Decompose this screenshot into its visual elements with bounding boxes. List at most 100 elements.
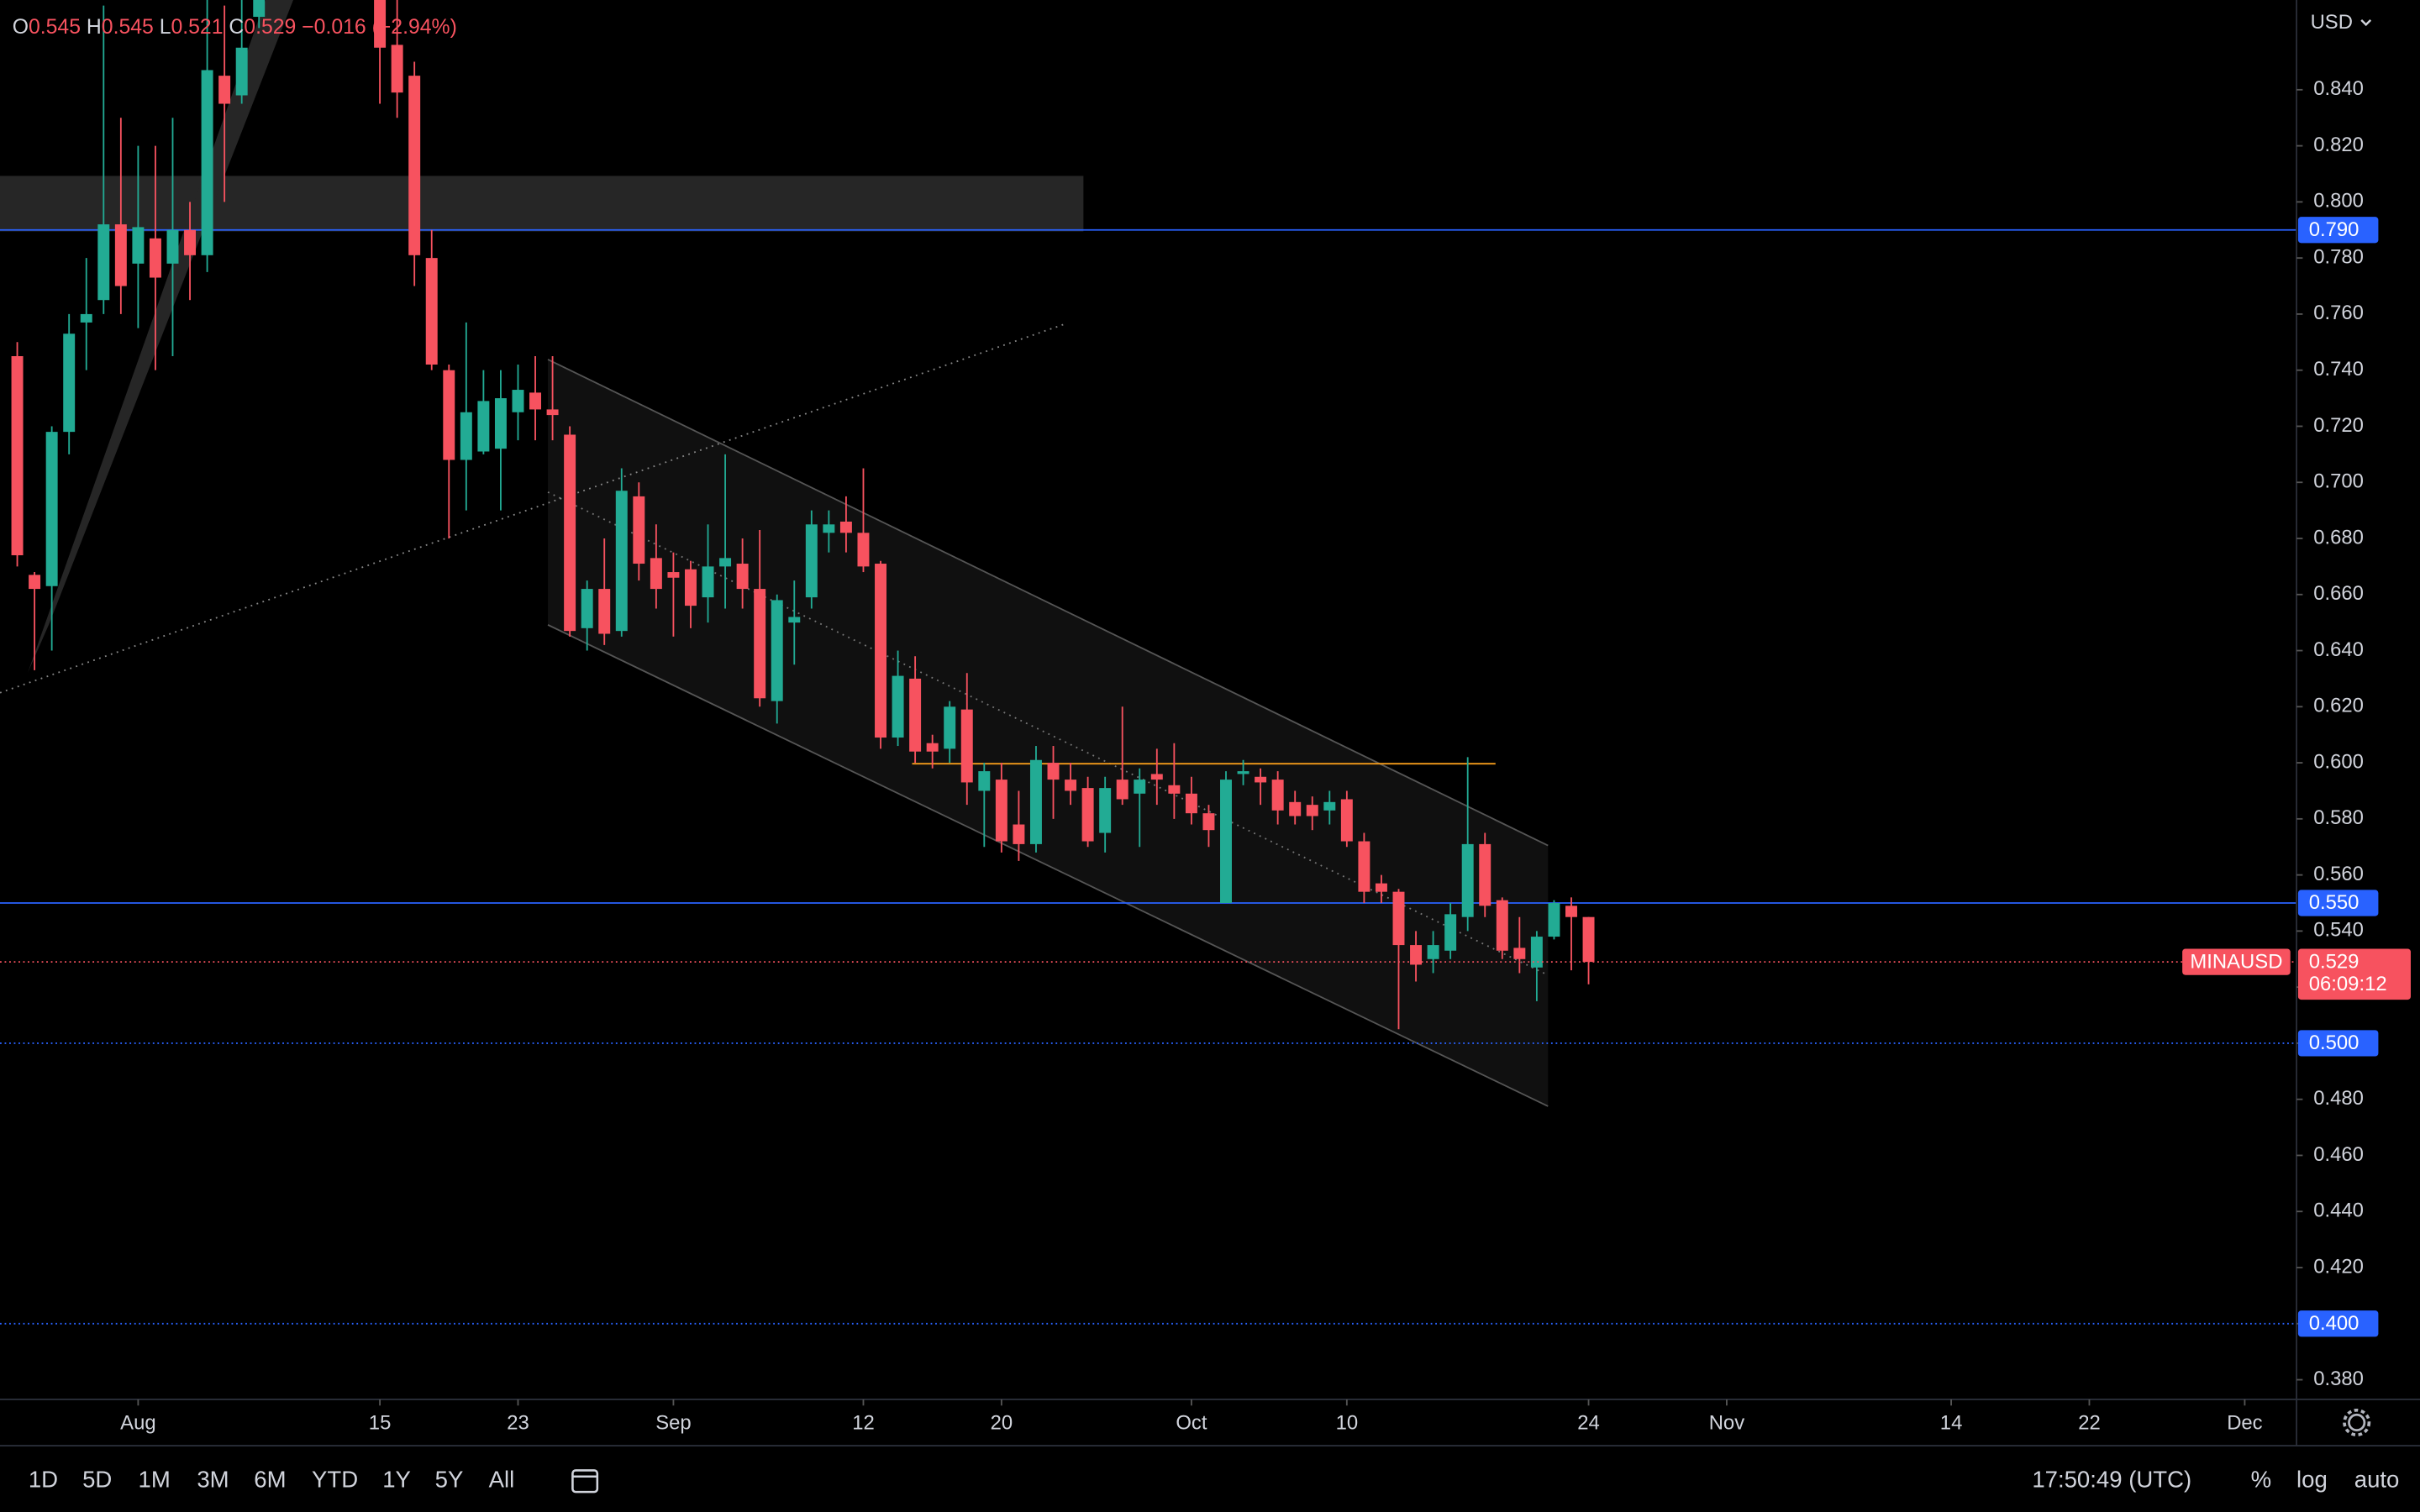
y-tick-label: 0.640 bbox=[2313, 638, 2364, 661]
candle-body bbox=[80, 313, 92, 323]
y-tick-label: 0.680 bbox=[2313, 526, 2364, 549]
range-button[interactable]: 1Y bbox=[382, 1467, 411, 1493]
candle-body bbox=[63, 333, 76, 433]
range-button[interactable]: All bbox=[489, 1467, 515, 1493]
candle-body bbox=[97, 224, 110, 301]
y-tick-label: 0.840 bbox=[2313, 77, 2364, 100]
ohlc-label: O bbox=[13, 16, 29, 39]
candle-body bbox=[1392, 891, 1405, 946]
candle-body bbox=[1289, 801, 1302, 816]
candle-body bbox=[1513, 948, 1526, 959]
candle-body bbox=[978, 771, 991, 791]
y-tick-label: 0.540 bbox=[2313, 919, 2364, 942]
candle-body bbox=[1065, 780, 1077, 791]
gear-teeth[interactable] bbox=[2343, 1408, 2371, 1437]
price-tag-countdown: 06:09:12 bbox=[2309, 973, 2387, 995]
candle-body bbox=[235, 47, 248, 96]
option-button[interactable]: log bbox=[2296, 1467, 2328, 1493]
candle-body bbox=[408, 76, 421, 255]
chevron[interactable] bbox=[2360, 19, 2372, 27]
candle-body bbox=[702, 566, 714, 598]
y-tick-label: 0.380 bbox=[2313, 1368, 2364, 1390]
rising-channel bbox=[28, 0, 293, 673]
candle-body bbox=[1496, 900, 1508, 951]
x-tick-label: 22 bbox=[2078, 1412, 2101, 1435]
y-tick-label: 0.480 bbox=[2313, 1087, 2364, 1110]
candle-body bbox=[1340, 799, 1353, 842]
candle-body bbox=[1013, 824, 1025, 844]
ohlc-value: 0.545 bbox=[29, 16, 81, 39]
y-tick-label: 0.600 bbox=[2313, 750, 2364, 773]
level-badge bbox=[2297, 890, 2379, 916]
candle-body bbox=[788, 617, 801, 623]
goto-date[interactable] bbox=[571, 1469, 599, 1494]
candle-body bbox=[892, 675, 904, 738]
candle-body bbox=[1220, 780, 1232, 904]
level-label: 0.550 bbox=[2309, 891, 2360, 914]
candle-body bbox=[667, 572, 680, 578]
x-tick-label: 15 bbox=[369, 1412, 392, 1435]
channel-bottom bbox=[547, 624, 1549, 1107]
price-tag bbox=[2297, 948, 2411, 1000]
candle-body bbox=[719, 558, 732, 567]
candle-body bbox=[926, 743, 939, 752]
candle-body bbox=[875, 564, 886, 738]
currency-menu[interactable]: USD bbox=[2311, 11, 2372, 34]
candle-body bbox=[736, 564, 749, 590]
x-tick-label: Oct bbox=[1176, 1412, 1207, 1435]
currency[interactable]: USD bbox=[2311, 11, 2353, 34]
range-button[interactable]: 1M bbox=[139, 1467, 171, 1493]
level-badge bbox=[2297, 1030, 2379, 1057]
range-button[interactable]: 6M bbox=[254, 1467, 286, 1493]
candle-body bbox=[494, 398, 507, 449]
clock[interactable]: 17:50:49 (UTC) bbox=[2032, 1467, 2191, 1493]
candle-body bbox=[253, 0, 266, 18]
candle-body bbox=[754, 589, 766, 699]
candle-body bbox=[1323, 801, 1336, 811]
candle-body bbox=[1358, 841, 1370, 892]
range-button[interactable]: 5D bbox=[82, 1467, 112, 1493]
gear-icon[interactable] bbox=[2348, 1413, 2366, 1432]
calendar-icon[interactable] bbox=[571, 1469, 599, 1494]
x-tick-label: 10 bbox=[1336, 1412, 1359, 1435]
x-tick-label: 23 bbox=[507, 1412, 529, 1435]
candle-body bbox=[1271, 780, 1284, 811]
y-tick-label: 0.800 bbox=[2313, 190, 2364, 213]
candle-body bbox=[633, 496, 645, 564]
candle-body bbox=[1427, 945, 1439, 959]
range-button[interactable]: 1D bbox=[29, 1467, 58, 1493]
range-button[interactable]: 3M bbox=[197, 1467, 229, 1493]
ohlc-value: 0.545 bbox=[102, 16, 154, 39]
candle-body bbox=[684, 569, 697, 606]
candle-body bbox=[805, 524, 818, 598]
option-button[interactable]: % bbox=[2251, 1467, 2272, 1493]
range-button[interactable]: YTD bbox=[312, 1467, 358, 1493]
symbol-name: MINAUSD bbox=[2190, 950, 2282, 973]
candle-body bbox=[909, 678, 922, 752]
candle-body bbox=[839, 521, 852, 533]
ohlc-header: O0.545 H0.545 L0.521 C0.529 −0.016 (−2.9… bbox=[13, 16, 457, 39]
y-tick-label: 0.560 bbox=[2313, 863, 2364, 885]
y-tick-label: 0.760 bbox=[2313, 302, 2364, 324]
x-tick-label: Dec bbox=[2227, 1412, 2263, 1435]
zone bbox=[0, 176, 1084, 232]
settings[interactable] bbox=[2343, 1408, 2371, 1437]
candle-body bbox=[11, 355, 24, 556]
candle-body bbox=[1410, 945, 1423, 965]
candle-body bbox=[460, 412, 472, 460]
candle-body bbox=[512, 390, 524, 412]
candle-body bbox=[1237, 771, 1249, 774]
candle-body bbox=[529, 392, 542, 410]
candle-body bbox=[1461, 843, 1474, 917]
range-button[interactable]: 5Y bbox=[435, 1467, 464, 1493]
candle-body bbox=[29, 575, 41, 590]
option-button[interactable]: auto bbox=[2354, 1467, 2400, 1493]
candle-body bbox=[477, 401, 490, 452]
toolbar: 17:50:49 (UTC) 1D 5D 1M 3M 6M YTD 1Y 5Y All% log a… bbox=[29, 1467, 2400, 1494]
candle-body bbox=[995, 780, 1007, 842]
level-label: 0.500 bbox=[2309, 1032, 2360, 1054]
y-tick-label: 0.720 bbox=[2313, 414, 2364, 437]
ohlc-value: 0.529 bbox=[244, 16, 296, 39]
